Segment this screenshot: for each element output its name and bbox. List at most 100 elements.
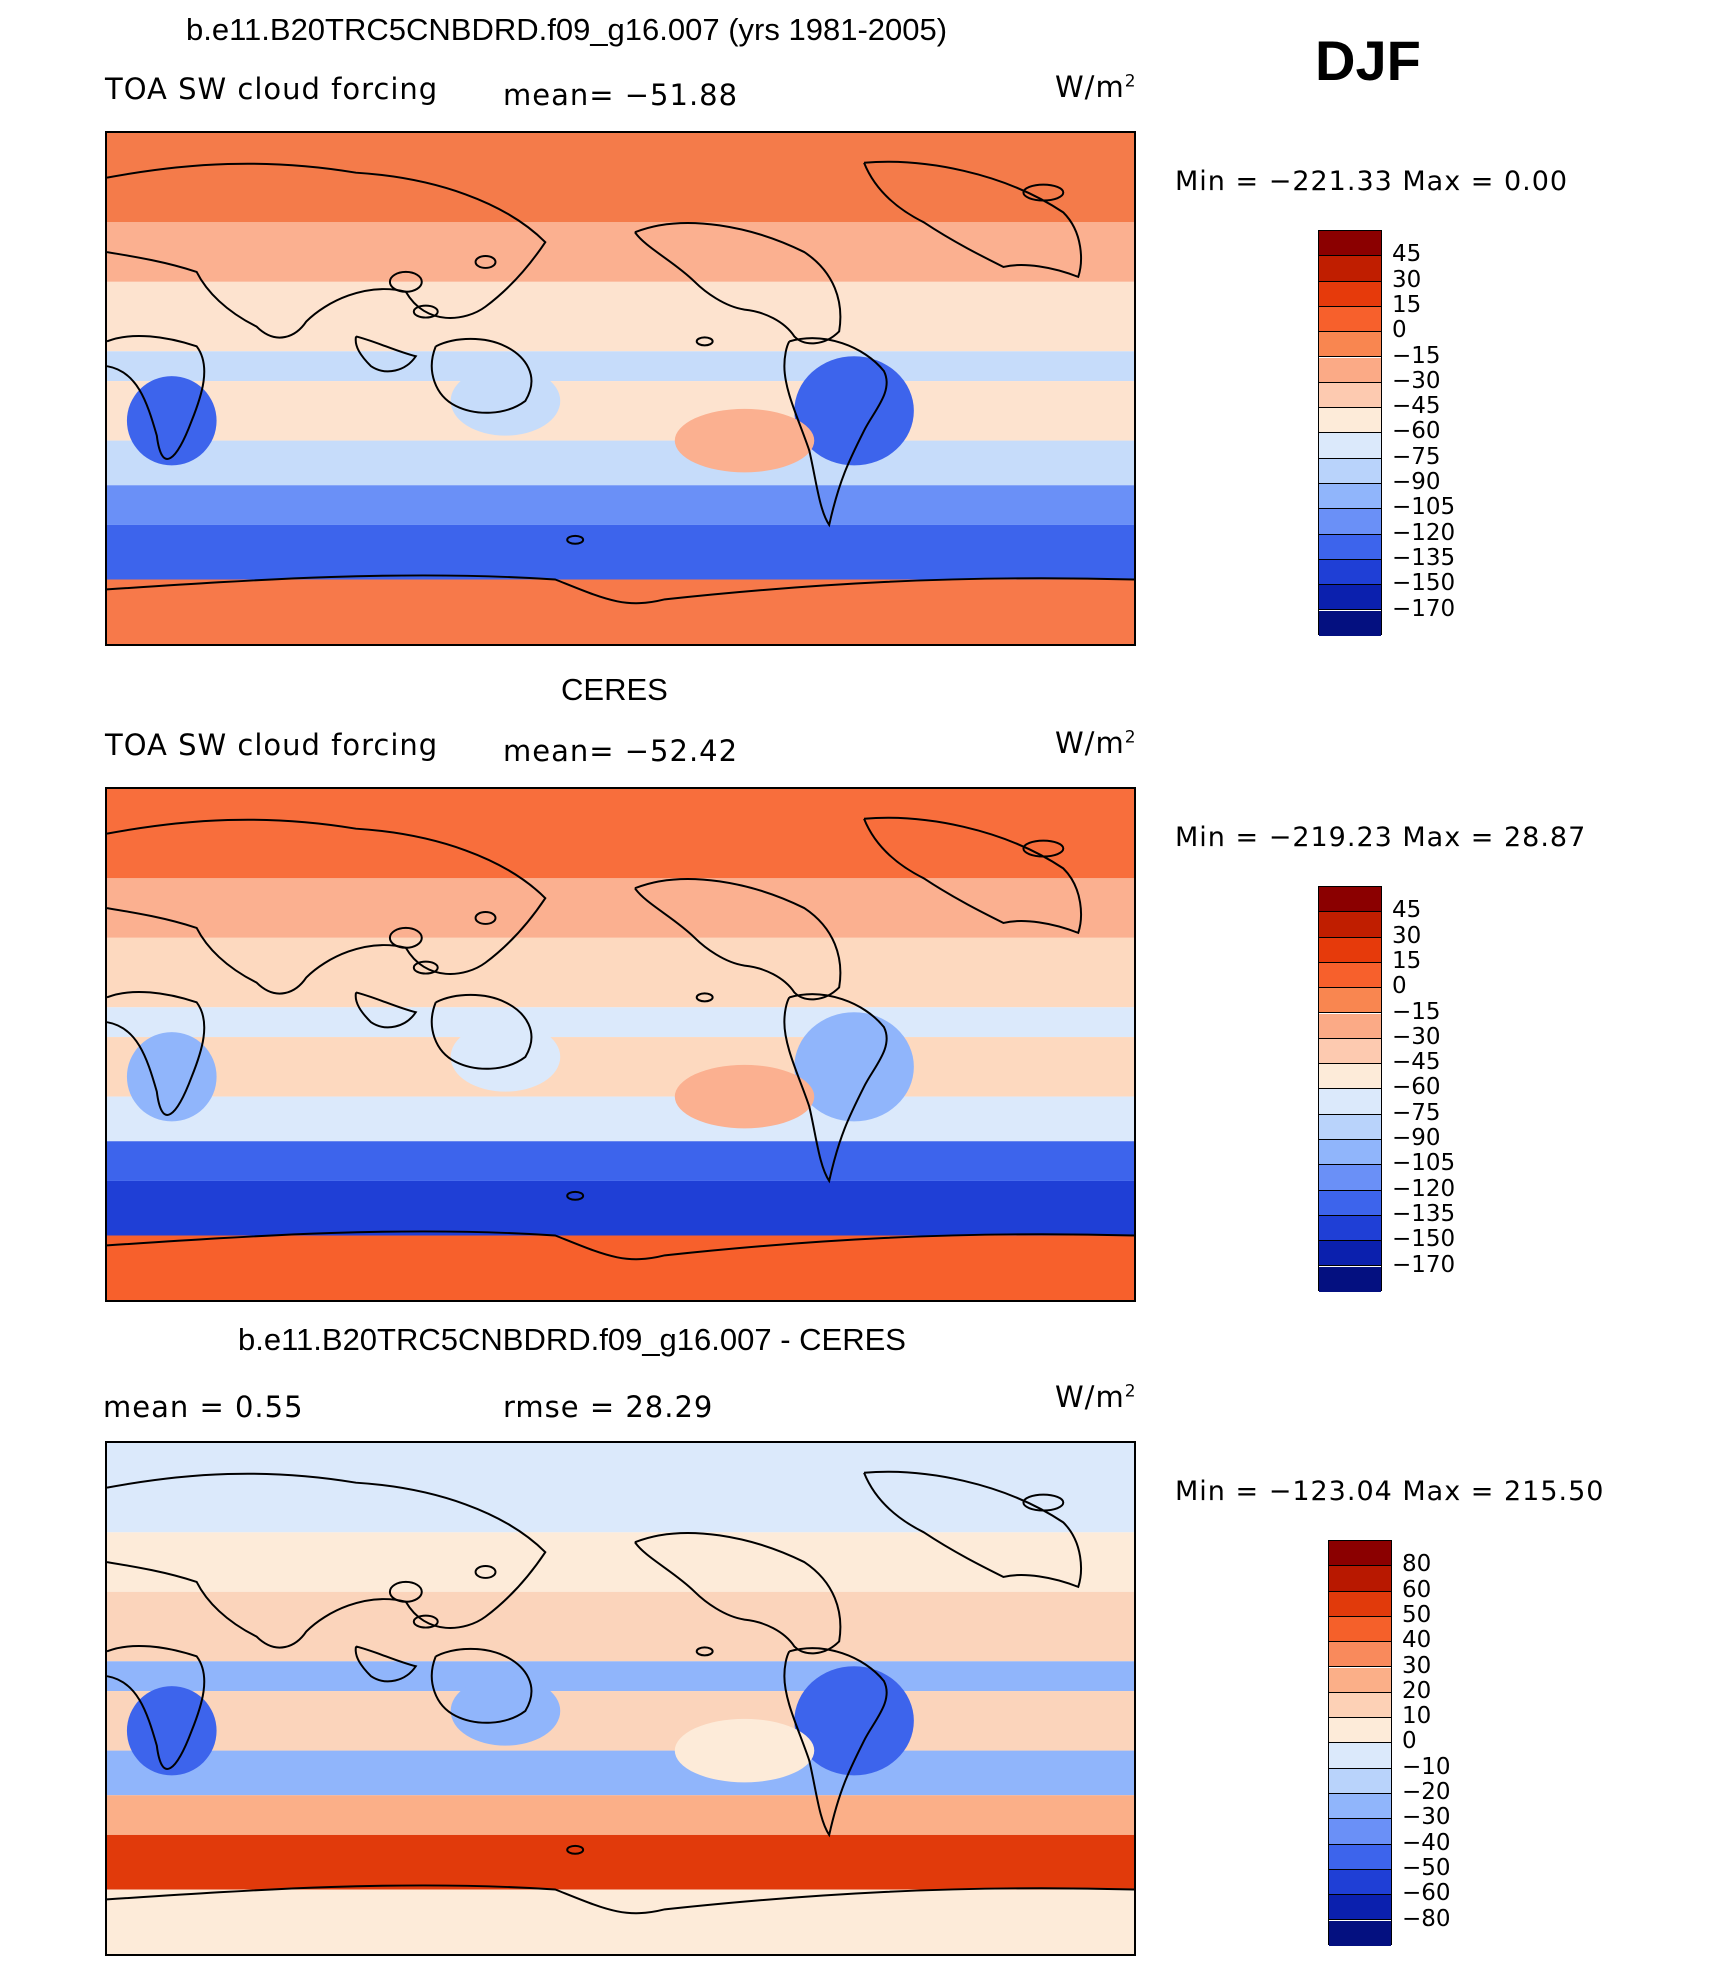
colorbar-swatch [1319,1089,1381,1115]
map-latitude-band [107,281,1134,352]
map-island-outline [566,534,585,545]
map-coastline [634,878,842,1001]
map-coastline [863,1470,1082,1589]
map-coastline [783,1647,888,1838]
map-coastline [783,337,888,528]
map-latitude-band [107,1532,1134,1592]
map-latitude-band [107,1007,1134,1038]
colorbar-box [1318,886,1382,1292]
map-coastline [107,162,547,339]
panel-2-title: CERES [561,672,668,707]
map-latitude-band [107,524,1134,580]
colorbar-swatch [1319,1064,1381,1090]
map-coastline [107,1644,206,1770]
map-maritime-continent-field [450,1676,561,1746]
colorbar-swatch [1329,1869,1391,1896]
panel-1-title: b.e11.B20TRC5CNBDRD.f09_g16.007 (yrs 198… [186,12,948,47]
panel-2-variable-label: TOA SW cloud forcing [105,728,439,762]
map-coastline [634,222,842,345]
colorbar-swatch [1329,1692,1391,1719]
map-south-america-field [794,1012,914,1122]
colorbar-tick-label: −170 [1392,595,1456,622]
map-latitude-band [107,579,1134,644]
map-maritime-continent-field [450,366,561,436]
colorbar-swatch [1319,231,1381,257]
map-coastline [783,993,888,1184]
map-coastline [107,818,547,995]
colorbar-swatch [1319,1114,1381,1140]
colorbar-tick-label: −75 [1392,443,1441,470]
map-latitude-band [107,1037,1134,1097]
colorbar-tick-label: −105 [1392,494,1456,521]
map-latitude-band [107,789,1134,879]
colorbar-tick-label: −90 [1392,1125,1441,1151]
colorbar-swatch [1329,1768,1391,1794]
colorbar-swatch [1319,534,1381,560]
colorbar-tick-label: −30 [1392,367,1441,394]
colorbar-tick-label: 40 [1402,1627,1432,1654]
map-island-outline [695,992,714,1003]
colorbar-swatch [1329,1566,1391,1592]
map-latitude-band [107,1443,1134,1533]
colorbar-swatch [1319,610,1381,636]
colorbar-swatch [1319,408,1381,434]
map-field [107,1443,1134,1954]
map-africa-field [126,376,217,466]
map-africa-field [126,1032,217,1122]
panel-1-variable-label: TOA SW cloud forcing [105,72,439,106]
map-latitude-band [107,381,1134,441]
map-latitude-band [107,1096,1134,1142]
colorbar-tick-label: 60 [1402,1576,1432,1603]
colorbar-swatch [1319,912,1381,938]
panel-2-mean-label: mean= −52.42 [503,734,739,768]
map-latitude-band [107,1795,1134,1835]
map-coastline [634,1532,842,1655]
map-coastline [430,337,533,414]
colorbar-box [1328,1540,1392,1946]
panel-1-mean-label: mean= −51.88 [503,78,739,112]
map-island-outline [695,336,714,347]
colorbar-tick-label: 30 [1392,922,1422,949]
map-latitude-band [107,878,1134,938]
map-coastline [107,1230,1134,1261]
map-island-outline [412,1614,439,1629]
colorbar-swatch [1329,1642,1391,1668]
colorbar-swatch [1329,1718,1391,1744]
map-latitude-band [107,1591,1134,1662]
colorbar-tick-label: −170 [1392,1251,1456,1278]
colorbar-swatch [1329,1920,1391,1946]
panel-2-units: W/m2 [1055,726,1137,760]
colorbar-tick-label: 80 [1402,1551,1432,1578]
map-coastline [107,574,1134,605]
colorbar-tick-label: 10 [1402,1703,1432,1730]
colorbar-tick-label: −60 [1392,1074,1441,1101]
colorbar-swatch [1319,357,1381,383]
colorbar-tick-label: 45 [1392,241,1422,268]
colorbar-tick-label: −150 [1392,1226,1456,1253]
panel-2-map [105,787,1136,1302]
colorbar-swatch [1319,433,1381,459]
map-south-america-field [794,356,914,466]
map-island-outline [566,1190,585,1201]
colorbar-tick-label: −90 [1392,469,1441,495]
map-field [107,133,1134,644]
map-island-outline [1022,183,1065,202]
colorbar-swatch [1319,306,1381,333]
panel-2-minmax: Min = −219.23 Max = 28.87 [1175,822,1587,853]
colorbar-tick-label: −60 [1402,1880,1451,1907]
colorbar-tick-label: −20 [1402,1779,1451,1805]
colorbar-tick-label: −105 [1392,1150,1456,1177]
colorbar-tick-label: −40 [1402,1829,1451,1856]
map-latitude-band [107,1889,1134,1954]
colorbar-swatch [1329,1844,1391,1870]
colorbar-tick-label: 0 [1402,1728,1417,1755]
map-subtropical-field [674,1064,815,1129]
colorbar-swatch [1319,509,1381,535]
map-island-outline [412,304,439,319]
panel-3-minmax: Min = −123.04 Max = 215.50 [1175,1476,1605,1507]
panel-3-units: W/m2 [1055,1380,1137,1414]
map-latitude-band [107,222,1134,282]
map-coastline [354,1645,418,1683]
map-island-outline [412,960,439,975]
map-island-outline [474,911,497,925]
